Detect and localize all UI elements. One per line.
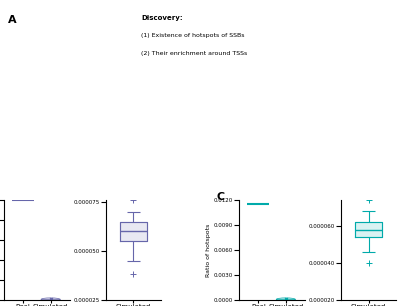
Ellipse shape	[276, 298, 295, 301]
Text: Discovery:: Discovery:	[141, 15, 183, 21]
Text: (2) Their enrichment around TSSs: (2) Their enrichment around TSSs	[141, 51, 248, 56]
Ellipse shape	[41, 298, 60, 301]
Text: C: C	[216, 192, 224, 202]
Y-axis label: Ratio of hotspots: Ratio of hotspots	[206, 223, 211, 277]
Text: (1) Existence of hotspots of SSBs: (1) Existence of hotspots of SSBs	[141, 33, 245, 38]
Text: A: A	[8, 15, 16, 25]
